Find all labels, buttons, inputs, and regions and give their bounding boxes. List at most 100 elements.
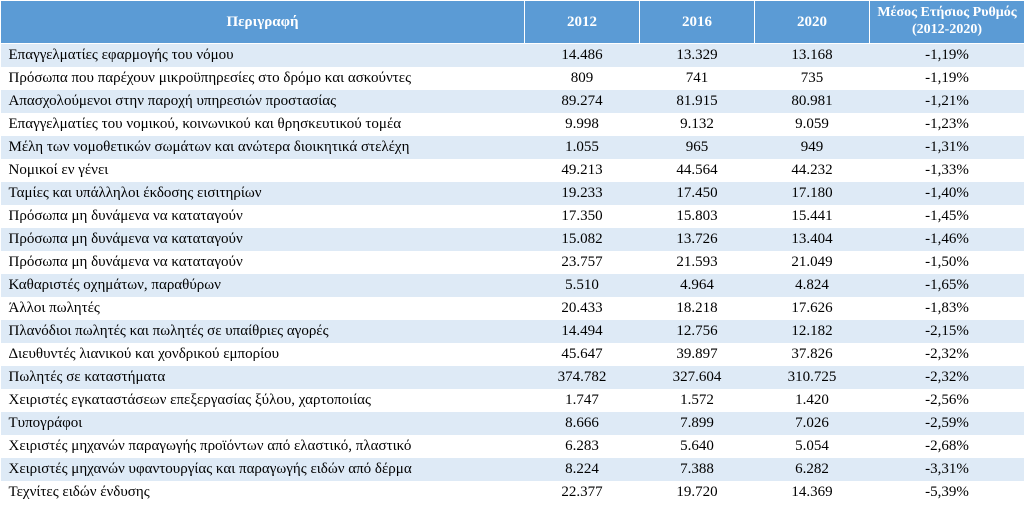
cell-2016: 17.450 [640, 182, 755, 205]
cell-description: Μέλη των νομοθετικών σωμάτων και ανώτερα… [1, 136, 525, 159]
cell-2020: 12.182 [755, 320, 870, 343]
cell-2020: 15.441 [755, 205, 870, 228]
table-row: Νομικοί εν γένει49.21344.56444.232-1,33% [1, 159, 1024, 182]
cell-description: Απασχολούμενοι στην παροχή υπηρεσιών προ… [1, 90, 525, 113]
cell-2020: 21.049 [755, 251, 870, 274]
cell-description: Διευθυντές λιανικού και χονδρικού εμπορί… [1, 343, 525, 366]
cell-2016: 21.593 [640, 251, 755, 274]
cell-2020: 310.725 [755, 366, 870, 389]
cell-2016: 15.803 [640, 205, 755, 228]
cell-2020: 13.404 [755, 228, 870, 251]
cell-avg: -1,46% [870, 228, 1024, 251]
cell-avg: -3,31% [870, 458, 1024, 481]
table-row: Πλανόδιοι πωλητές και πωλητές σε υπαίθρι… [1, 320, 1024, 343]
cell-2016: 39.897 [640, 343, 755, 366]
cell-2016: 4.964 [640, 274, 755, 297]
cell-2020: 37.826 [755, 343, 870, 366]
cell-2012: 49.213 [525, 159, 640, 182]
cell-2012: 23.757 [525, 251, 640, 274]
cell-2016: 44.564 [640, 159, 755, 182]
cell-2012: 14.494 [525, 320, 640, 343]
table-row: Διευθυντές λιανικού και χονδρικού εμπορί… [1, 343, 1024, 366]
cell-2012: 5.510 [525, 274, 640, 297]
cell-2020: 80.981 [755, 90, 870, 113]
cell-avg: -1,21% [870, 90, 1024, 113]
cell-2020: 17.626 [755, 297, 870, 320]
cell-description: Πρόσωπα που παρέχουν μικροϋπηρεσίες στο … [1, 67, 525, 90]
cell-avg: -1,19% [870, 67, 1024, 90]
cell-2016: 741 [640, 67, 755, 90]
cell-2012: 809 [525, 67, 640, 90]
cell-avg: -1,23% [870, 113, 1024, 136]
cell-avg: -2,15% [870, 320, 1024, 343]
cell-description: Πρόσωπα μη δυνάμενα να καταταγούν [1, 251, 525, 274]
table-row: Πρόσωπα μη δυνάμενα να καταταγούν15.0821… [1, 228, 1024, 251]
cell-description: Χειριστές εγκαταστάσεων επεξεργασίας ξύλ… [1, 389, 525, 412]
header-2016: 2016 [640, 1, 755, 44]
cell-avg: -5,39% [870, 481, 1024, 504]
cell-2016: 18.218 [640, 297, 755, 320]
table-row: Επαγγελματίες του νομικού, κοινωνικού κα… [1, 113, 1024, 136]
cell-description: Νομικοί εν γένει [1, 159, 525, 182]
cell-2020: 5.054 [755, 435, 870, 458]
table-row: Πρόσωπα μη δυνάμενα να καταταγούν23.7572… [1, 251, 1024, 274]
cell-avg: -1,31% [870, 136, 1024, 159]
header-avg: Μέσος Ετήσιος Ρυθμός (2012-2020) [870, 1, 1024, 44]
cell-avg: -2,68% [870, 435, 1024, 458]
cell-2016: 13.329 [640, 43, 755, 67]
cell-2016: 9.132 [640, 113, 755, 136]
cell-description: Χειριστές μηχανών παραγωγής προϊόντων απ… [1, 435, 525, 458]
table-row: Άλλοι πωλητές20.43318.21817.626-1,83% [1, 297, 1024, 320]
cell-2020: 13.168 [755, 43, 870, 67]
cell-2016: 81.915 [640, 90, 755, 113]
cell-2012: 1.055 [525, 136, 640, 159]
table-row: Τεχνίτες ειδών ένδυσης22.37719.72014.369… [1, 481, 1024, 504]
cell-2020: 17.180 [755, 182, 870, 205]
cell-2012: 22.377 [525, 481, 640, 504]
cell-description: Καθαριστές οχημάτων, παραθύρων [1, 274, 525, 297]
data-table: Περιγραφή 2012 2016 2020 Μέσος Ετήσιος Ρ… [0, 0, 1024, 504]
table-body: Επαγγελματίες εφαρμογής του νόμου14.4861… [1, 43, 1024, 504]
cell-avg: -2,32% [870, 366, 1024, 389]
cell-2012: 9.998 [525, 113, 640, 136]
table-row: Επαγγελματίες εφαρμογής του νόμου14.4861… [1, 43, 1024, 67]
table-row: Χειριστές μηχανών υφαντουργίας και παραγ… [1, 458, 1024, 481]
cell-2016: 12.756 [640, 320, 755, 343]
table-row: Μέλη των νομοθετικών σωμάτων και ανώτερα… [1, 136, 1024, 159]
table-row: Ταμίες και υπάλληλοι έκδοσης εισιτηρίων1… [1, 182, 1024, 205]
cell-2012: 89.274 [525, 90, 640, 113]
cell-2012: 8.666 [525, 412, 640, 435]
cell-avg: -1,33% [870, 159, 1024, 182]
cell-avg: -1,50% [870, 251, 1024, 274]
cell-2012: 17.350 [525, 205, 640, 228]
table-row: Τυπογράφοι8.6667.8997.026-2,59% [1, 412, 1024, 435]
cell-description: Πρόσωπα μη δυνάμενα να καταταγούν [1, 228, 525, 251]
header-description: Περιγραφή [1, 1, 525, 44]
cell-2020: 6.282 [755, 458, 870, 481]
header-row: Περιγραφή 2012 2016 2020 Μέσος Ετήσιος Ρ… [1, 1, 1024, 44]
cell-description: Πρόσωπα μη δυνάμενα να καταταγούν [1, 205, 525, 228]
cell-description: Τεχνίτες ειδών ένδυσης [1, 481, 525, 504]
cell-2012: 19.233 [525, 182, 640, 205]
cell-2012: 374.782 [525, 366, 640, 389]
table-row: Απασχολούμενοι στην παροχή υπηρεσιών προ… [1, 90, 1024, 113]
cell-2020: 949 [755, 136, 870, 159]
cell-2012: 20.433 [525, 297, 640, 320]
cell-2012: 45.647 [525, 343, 640, 366]
cell-avg: -2,56% [870, 389, 1024, 412]
cell-2012: 6.283 [525, 435, 640, 458]
table-row: Πρόσωπα που παρέχουν μικροϋπηρεσίες στο … [1, 67, 1024, 90]
cell-2016: 13.726 [640, 228, 755, 251]
cell-avg: -2,59% [870, 412, 1024, 435]
cell-description: Επαγγελματίες εφαρμογής του νόμου [1, 43, 525, 67]
cell-description: Πλανόδιοι πωλητές και πωλητές σε υπαίθρι… [1, 320, 525, 343]
cell-avg: -1,65% [870, 274, 1024, 297]
cell-2016: 965 [640, 136, 755, 159]
table-container: Περιγραφή 2012 2016 2020 Μέσος Ετήσιος Ρ… [0, 0, 1024, 504]
cell-description: Πωλητές σε καταστήματα [1, 366, 525, 389]
cell-2012: 15.082 [525, 228, 640, 251]
cell-2016: 19.720 [640, 481, 755, 504]
table-head: Περιγραφή 2012 2016 2020 Μέσος Ετήσιος Ρ… [1, 1, 1024, 44]
table-row: Πρόσωπα μη δυνάμενα να καταταγούν17.3501… [1, 205, 1024, 228]
cell-avg: -1,19% [870, 43, 1024, 67]
